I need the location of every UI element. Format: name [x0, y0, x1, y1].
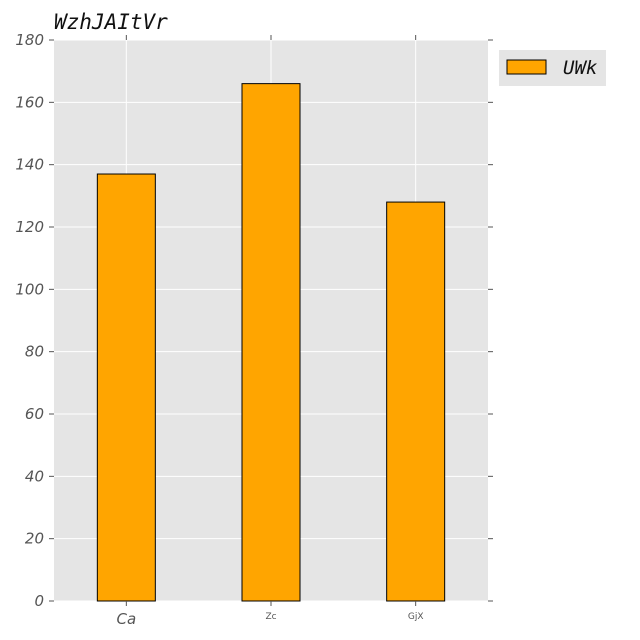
x-tick-label-gjx: GjX — [408, 612, 424, 622]
x-tick-label-ca: Ca — [116, 610, 136, 628]
x-axis-tick-labels: Ca Zc GjX — [116, 610, 423, 628]
y-tick-label: 160 — [15, 93, 44, 111]
legend-label-uwk: UWk — [563, 57, 598, 79]
y-tick-label: 40 — [25, 467, 44, 485]
chart-title: WzhJAItVr — [54, 10, 168, 34]
legend: UWk — [499, 50, 606, 86]
y-tick-label: 180 — [15, 31, 44, 49]
bar-zc — [241, 83, 301, 602]
y-tick-label: 100 — [15, 280, 44, 298]
y-tick-label: 0 — [34, 592, 44, 610]
y-tick-label: 80 — [25, 343, 44, 361]
bars — [96, 83, 446, 602]
y-tick-label: 60 — [25, 405, 44, 423]
legend-swatch-uwk — [506, 59, 547, 75]
y-axis-tick-labels: 0 20 40 60 80 100 120 140 160 180 — [15, 31, 44, 610]
y-tick-label: 20 — [25, 530, 44, 548]
bar-ca — [96, 173, 156, 602]
x-tick-label-zc: Zc — [265, 612, 276, 622]
y-tick-label: 140 — [15, 156, 44, 174]
bar-gjx — [386, 201, 446, 602]
axis-ticks — [49, 35, 493, 606]
y-tick-label: 120 — [15, 218, 44, 236]
